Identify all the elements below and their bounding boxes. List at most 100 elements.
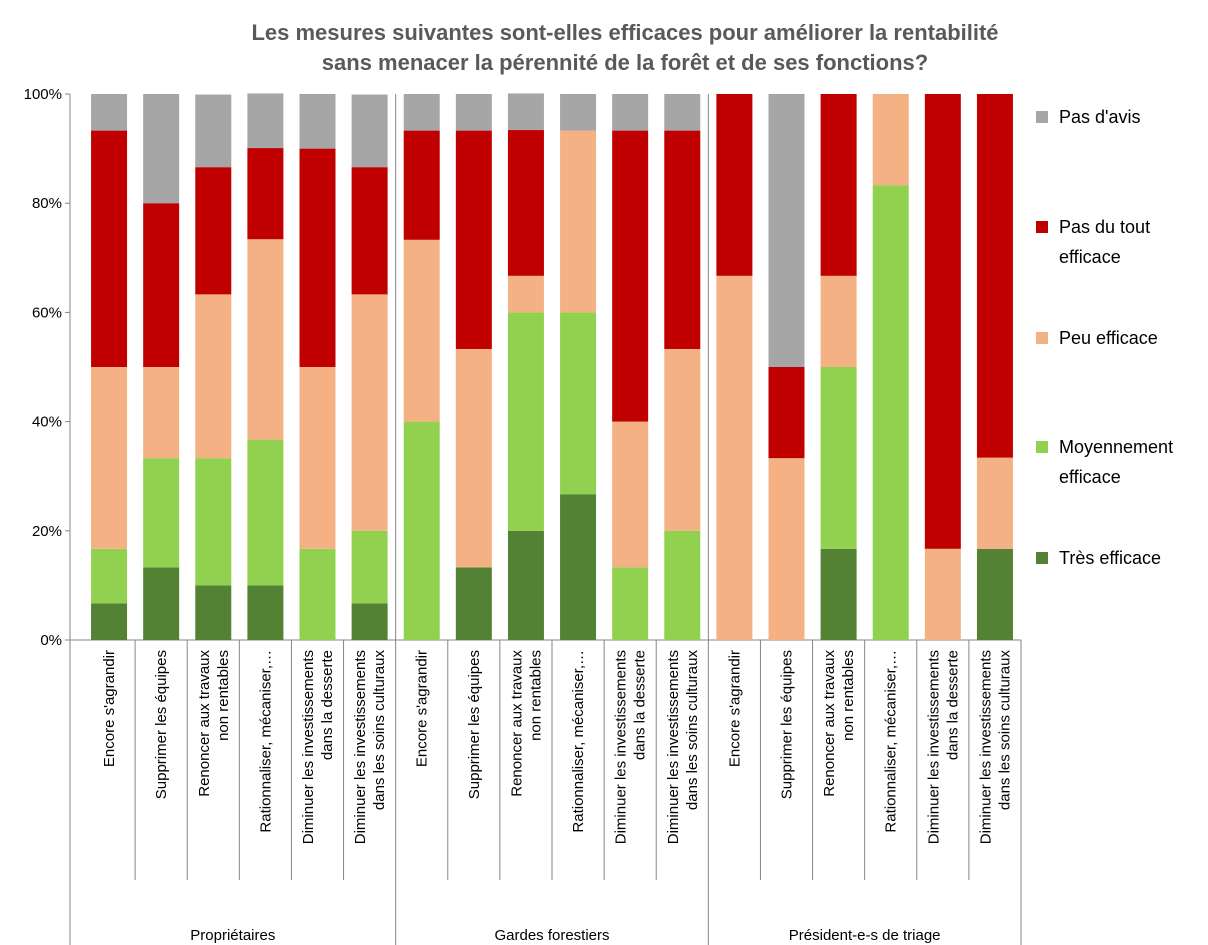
bar-segment [143,567,180,640]
x-tick-label: Encore s'agrandir [726,650,743,767]
bar-segment [560,312,597,495]
bar-segment [195,94,232,168]
bar-segment [351,603,388,640]
bar-segment [195,458,232,586]
bar-segment [507,93,544,131]
bar-segment [91,548,128,604]
legend-swatch [1036,552,1048,564]
bar-segment [768,458,805,640]
x-tick-label: Diminuer les investissements dans les soi… [352,650,388,845]
y-tick-label: 0% [40,632,62,649]
legend-swatch [1036,441,1048,453]
bar-segment [820,548,857,640]
group-label: Gardes forestiers [494,927,609,944]
bar-segment [768,94,805,367]
x-tick-label: Diminuer les investissements dans la dess… [925,650,961,844]
legend-swatch [1036,221,1048,233]
bar-segment [143,367,180,459]
group-label: Propriétaires [190,927,275,944]
x-tick-label: Diminuer les investissements dans les soi… [977,650,1013,845]
y-tick-label: 60% [32,304,62,321]
bar-segment [195,294,232,459]
bar-segment [976,94,1013,458]
legend-label: Peu efficace [1059,328,1158,348]
legend-swatch [1036,332,1048,344]
bar-segment [560,94,597,131]
x-tick-label: Renoncer aux travaux non rentables [821,650,857,797]
x-tick-label: Renoncer aux travaux non rentables [196,650,232,797]
bar-segment [351,530,388,604]
bar-segment [768,367,805,459]
bar-segment [195,167,232,295]
bar-segment [924,94,961,549]
bar-segment [560,130,597,313]
bar-segment [507,530,544,640]
bar-segment [91,130,128,367]
bar-segment [820,275,857,367]
x-tick-label: Rationnaliser, mécaniser,… [257,650,274,833]
bar-segment [299,94,336,149]
bar-segment [716,94,753,276]
bar-segment [91,603,128,640]
bar-segment [91,94,128,131]
legend-swatch [1036,111,1048,123]
bar-segment [299,148,336,367]
y-tick-label: 20% [32,523,62,540]
bar-segment [351,167,388,295]
x-tick-label: Diminuer les investissements dans la dess… [613,650,649,844]
legend-label: Pas d'avis [1059,107,1140,127]
bar-segment [299,548,336,640]
bar-segment [403,239,440,422]
bar-segment [143,94,180,204]
bar-segment [507,312,544,531]
legend-label: Moyennement efficace [1059,437,1173,487]
bar-segment [716,275,753,640]
bar-segment [560,494,597,640]
bar-segment [455,567,492,640]
bar-segment [820,94,857,276]
bar-segment [664,348,701,531]
chart-title: Les mesures suivantes sont-elles efficac… [251,20,998,75]
bar-segment [612,94,649,131]
bar-segment [247,439,284,586]
bar-segment [403,421,440,640]
bar-segment [976,457,1013,549]
bar-segment [91,367,128,549]
bar-segment [612,421,649,568]
bar-segment [143,458,180,568]
x-tick-label: Encore s'agrandir [101,650,118,767]
bar-segment [351,294,388,531]
bar-segment [247,239,284,440]
x-tick-label: Diminuer les investissements dans la dess… [300,650,336,844]
x-tick-label: Rationnaliser, mécaniser,… [570,650,587,833]
bar-segment [507,275,544,313]
x-tick-label: Supprimer les équipes [466,650,483,799]
x-tick-label: Supprimer les équipes [779,650,796,799]
bar-segment [507,130,544,276]
x-tick-label: Rationnaliser, mécaniser,… [883,650,900,833]
bar-segment [664,530,701,640]
x-tick-label: Supprimer les équipes [153,650,170,799]
group-label: Président-e-s de triage [789,927,941,944]
y-tick-label: 40% [32,414,62,431]
bar-segment [247,585,284,640]
bar-segment [924,548,961,640]
y-tick-label: 100% [24,86,62,103]
x-tick-label: Renoncer aux travaux non rentables [508,650,544,797]
bar-segment [247,93,284,149]
bar-segment [820,367,857,549]
bar-segment [247,148,284,240]
bar-segment [351,94,388,168]
bar-segment [872,94,909,186]
bar-segment [143,203,180,367]
bar-segment [612,567,649,640]
legend-label: Très efficace [1059,548,1161,568]
bar-segment [403,130,440,240]
bar-segment [455,94,492,131]
bar-segment [195,585,232,640]
legend-label: Pas du tout efficace [1059,217,1150,267]
y-tick-label: 80% [32,195,62,212]
bar-segment [664,94,701,131]
bar-segment [455,348,492,568]
